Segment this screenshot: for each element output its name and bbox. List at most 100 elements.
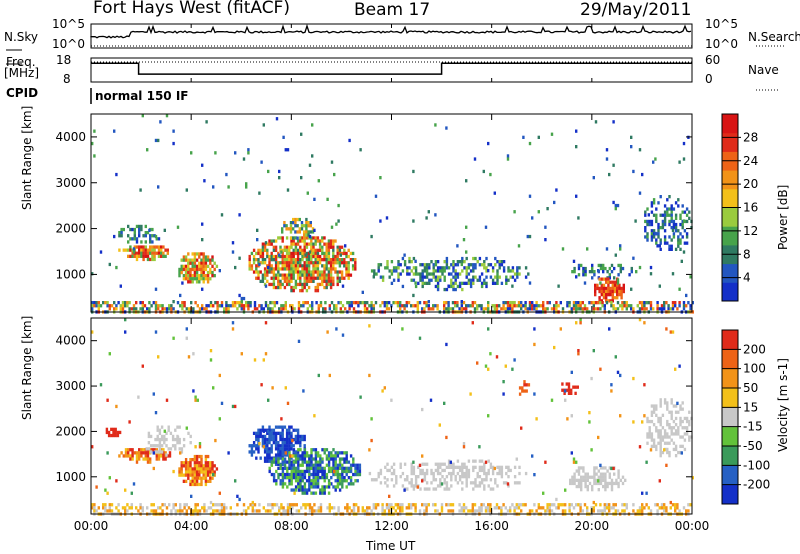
velocity-cell	[473, 509, 477, 513]
velocity-cell	[597, 479, 600, 483]
velocity-cell	[436, 465, 440, 469]
velocity-cell	[666, 401, 669, 405]
power-cell	[343, 276, 346, 280]
power-cell	[439, 269, 442, 273]
velocity-cell	[198, 482, 201, 487]
power-cell	[405, 301, 408, 305]
power-cell	[445, 266, 449, 270]
power-cell	[300, 176, 303, 180]
velocity-cell	[294, 428, 298, 432]
power-cell	[338, 248, 342, 252]
power-cell	[323, 279, 326, 283]
velocity-cell	[575, 503, 578, 507]
velocity-cell	[155, 454, 158, 458]
power-cell	[120, 234, 123, 238]
velocity-cell	[279, 425, 282, 429]
power-cell	[596, 283, 599, 287]
power-cell	[544, 307, 547, 311]
velocity-cell	[302, 389, 305, 393]
velocity-cell	[619, 478, 622, 482]
power-cell	[357, 301, 360, 305]
velocity-cell	[357, 509, 360, 513]
power-cell	[461, 260, 464, 264]
power-cell	[113, 301, 116, 305]
power-cell	[299, 236, 302, 240]
power-cell	[209, 261, 212, 265]
power-cell	[248, 258, 251, 262]
velocity-cell	[297, 463, 300, 467]
velocity-cell	[185, 336, 188, 340]
velocity-cell	[294, 434, 298, 439]
power-cell	[661, 219, 665, 224]
power-cell	[146, 231, 150, 235]
power-cell	[202, 261, 205, 265]
power-cell	[343, 264, 346, 268]
velocity-cell	[487, 509, 490, 513]
velocity-cell	[305, 451, 309, 455]
power-cell	[142, 251, 145, 255]
power-cell	[650, 235, 654, 239]
power-cell	[302, 304, 305, 308]
power-cell	[454, 263, 457, 267]
power-cell	[205, 304, 208, 308]
power-cell	[544, 238, 547, 242]
power-cell	[153, 254, 156, 258]
power-cell	[668, 222, 671, 227]
power-cell	[379, 263, 383, 267]
power-cell	[140, 248, 143, 252]
power-cell	[115, 304, 118, 308]
velocity-cell	[163, 429, 166, 433]
power-cell	[307, 224, 310, 228]
velocity-cell	[319, 509, 323, 513]
power-cell	[312, 267, 315, 271]
power-cell	[674, 201, 678, 205]
velocity-cell	[356, 479, 359, 483]
power-cell	[292, 242, 295, 246]
velocity-cell	[445, 487, 449, 491]
velocity-cell	[147, 431, 151, 435]
velocity-cell	[292, 428, 295, 432]
velocity-cell	[465, 465, 468, 469]
velocity-cell	[203, 503, 206, 507]
power-cell	[668, 195, 671, 199]
power-cell	[141, 114, 144, 118]
velocity-cell	[141, 506, 144, 510]
velocity-cell	[312, 479, 315, 483]
power-cell	[677, 241, 680, 245]
power-cell	[336, 282, 339, 287]
velocity-cell	[305, 488, 309, 492]
power-cell	[511, 266, 515, 270]
power-cell	[594, 120, 598, 124]
power-cell	[91, 304, 94, 308]
velocity-cell	[392, 462, 396, 466]
power-cell	[296, 217, 299, 222]
power-cell	[307, 267, 311, 271]
velocity-cell	[312, 469, 315, 474]
velocity-cell	[575, 460, 578, 464]
velocity-cell	[636, 509, 639, 513]
power-cell	[471, 304, 474, 308]
velocity-cell	[180, 470, 183, 474]
power-cell	[157, 245, 161, 249]
velocity-cell	[138, 448, 141, 452]
velocity-cell	[676, 401, 679, 405]
velocity-cell	[328, 503, 331, 507]
velocity-cell	[110, 433, 113, 438]
power-cell	[287, 227, 290, 231]
velocity-cell	[314, 485, 318, 489]
velocity-cell	[281, 453, 284, 457]
velocity-cell	[452, 468, 455, 473]
power-cell	[588, 301, 591, 305]
velocity-cell	[301, 437, 304, 442]
power-cell	[679, 222, 682, 227]
velocity-cell	[604, 472, 607, 476]
velocity-cell	[189, 479, 192, 483]
power-cell	[524, 307, 527, 311]
power-cell	[274, 254, 278, 259]
power-cell	[314, 264, 317, 268]
velocity-cell	[327, 463, 331, 467]
power-cell	[325, 267, 328, 271]
power-cell	[263, 267, 267, 271]
velocity-cell	[193, 479, 197, 483]
velocity-cell	[394, 503, 397, 507]
